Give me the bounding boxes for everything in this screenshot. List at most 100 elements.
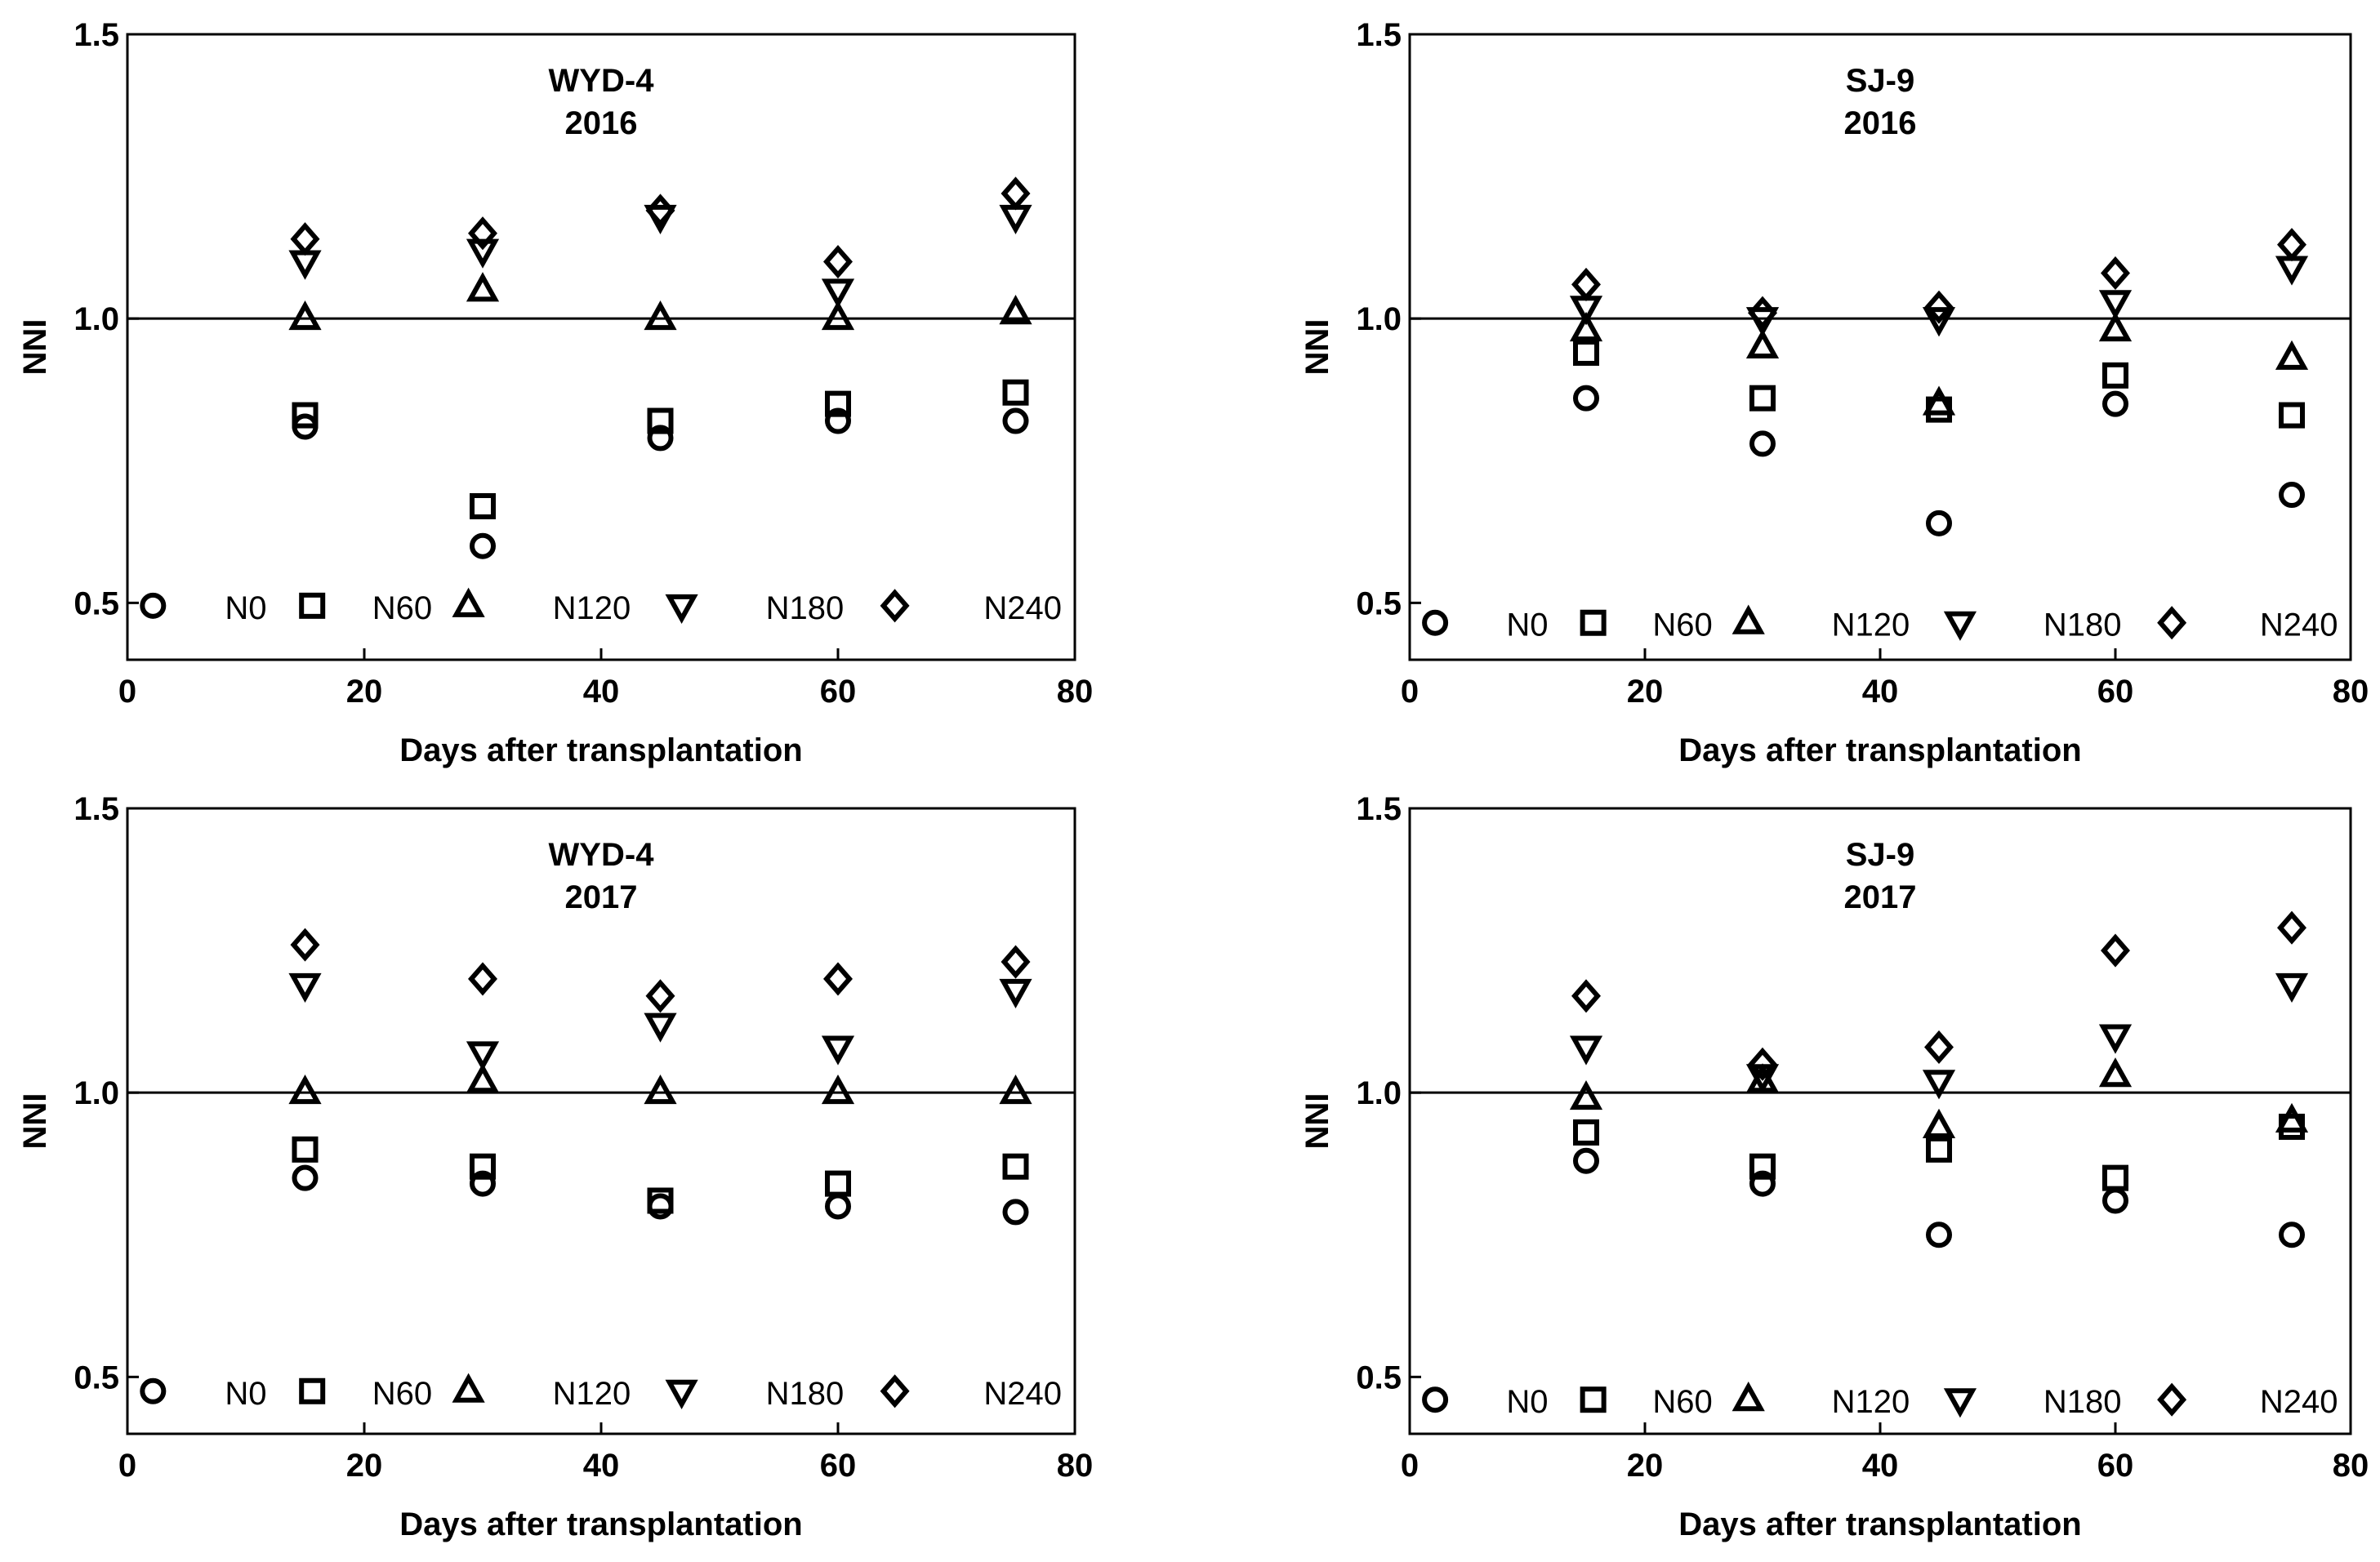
data-point-n180	[2275, 256, 2309, 286]
x-tick-label: 80	[1057, 1448, 1094, 1484]
y-tick-label: 1.0	[74, 1075, 119, 1111]
panel-title-cultivar: WYD-4	[549, 837, 655, 873]
data-point-n180	[1922, 1070, 1956, 1100]
data-point-n240	[2277, 228, 2306, 262]
legend-marker-n0	[140, 592, 167, 619]
data-point-n0	[292, 1164, 319, 1191]
data-point-n60	[1573, 1119, 1599, 1146]
data-point-n120	[1745, 328, 1780, 358]
data-point-n60	[470, 492, 496, 519]
data-point-n60	[1926, 1136, 1952, 1163]
data-point-n0	[2102, 1187, 2128, 1214]
legend-marker-n0	[140, 1377, 167, 1404]
legend-marker-n180	[665, 594, 698, 625]
legend-label-n240: N240	[983, 1376, 1062, 1412]
data-point-n180	[288, 250, 322, 280]
series-n0	[1573, 385, 2305, 536]
data-point-n0	[825, 407, 851, 434]
data-point-n60	[1749, 385, 1776, 412]
data-point-n120	[999, 1075, 1032, 1105]
x-tick-label: 60	[820, 1448, 857, 1484]
data-point-n240	[2277, 910, 2306, 945]
data-point-n180	[999, 204, 1032, 235]
data-point-n60	[2102, 1164, 2128, 1191]
data-point-n240	[2101, 256, 2130, 291]
data-point-n60	[292, 402, 319, 429]
data-point-n120	[2275, 1102, 2309, 1133]
data-point-n240	[2101, 933, 2130, 968]
legend-label-n180: N180	[766, 590, 845, 626]
data-point-n0	[1749, 430, 1776, 457]
data-point-n0	[1926, 510, 1952, 536]
series-n0	[1573, 1147, 2305, 1248]
x-axis-title: Days after transplantation	[399, 1506, 802, 1542]
series-n240	[290, 176, 1031, 279]
data-point-n180	[1745, 1064, 1780, 1094]
chart-panel-2: 0 20 40 60 80 0.5 1.0 1.5 Days after transplanta…	[1299, 17, 2369, 768]
data-point-n180	[1569, 296, 1603, 326]
panel-title-cultivar: WYD-4	[549, 63, 655, 99]
x-tick-label: 20	[346, 674, 383, 710]
x-tick-label: 40	[583, 674, 620, 710]
legend-label-n0: N0	[225, 590, 266, 626]
legend-label-n120: N120	[1832, 607, 1910, 643]
data-point-n240	[823, 244, 853, 279]
data-point-n120	[288, 1075, 322, 1105]
y-tick-label: 0.5	[74, 585, 119, 621]
legend-marker-n180	[1943, 1388, 1977, 1418]
data-point-n180	[821, 1035, 855, 1066]
x-tick-label: 0	[118, 674, 136, 710]
legend-marker-n240	[880, 589, 910, 623]
data-point-n120	[1569, 1079, 1603, 1110]
panel-title-year: 2017	[565, 879, 638, 915]
y-tick-label: 0.5	[74, 1360, 119, 1395]
series-n0	[292, 1164, 1029, 1226]
data-point-n240	[1571, 979, 1601, 1013]
data-point-n240	[290, 928, 320, 962]
data-point-n180	[466, 238, 500, 269]
data-point-n180	[466, 1041, 500, 1071]
data-point-n120	[1922, 1108, 1956, 1138]
x-axis-title: Days after transplantation	[1678, 1506, 2081, 1542]
x-tick-label: 20	[346, 1448, 383, 1484]
data-point-n0	[470, 532, 496, 559]
series-n180	[1569, 972, 2309, 1100]
y-tick-label: 1.5	[74, 791, 119, 827]
legend-label-n60: N60	[372, 590, 432, 626]
data-point-n60	[2102, 362, 2128, 389]
data-point-n180	[644, 1012, 677, 1043]
data-point-n60	[1749, 1153, 1776, 1180]
series-n60	[292, 379, 1029, 519]
data-point-n0	[1573, 385, 1599, 412]
y-tick-label: 1.0	[74, 301, 119, 337]
data-point-n180	[2098, 290, 2133, 320]
data-point-n60	[1002, 379, 1029, 406]
data-point-n180	[999, 978, 1032, 1009]
data-point-n0	[470, 1170, 496, 1197]
legend-label-n180: N180	[2044, 607, 2122, 643]
legend-marker-n240	[880, 1374, 910, 1408]
legend-marker-n0	[1422, 1386, 1449, 1413]
x-tick-label: 80	[2333, 674, 2369, 710]
data-point-n0	[825, 1193, 851, 1220]
data-point-n180	[2275, 972, 2309, 1004]
legend-label-n60: N60	[372, 1376, 432, 1412]
legend-marker-n0	[1422, 609, 1449, 636]
y-tick-label: 1.0	[1356, 1075, 1402, 1111]
data-point-n120	[821, 300, 855, 331]
x-tick-label: 60	[2097, 1448, 2134, 1484]
data-point-n60	[470, 1153, 496, 1180]
x-tick-label: 0	[118, 1448, 136, 1484]
y-axis-title: NNI	[17, 1093, 53, 1150]
legend-marker-n60	[1580, 609, 1607, 636]
series-n240	[290, 928, 1031, 1013]
legend-label-n0: N0	[1506, 607, 1548, 643]
panel-title-year: 2017	[1844, 879, 1917, 915]
legend-label-n240: N240	[2260, 607, 2338, 643]
data-point-n180	[821, 278, 855, 309]
data-point-n240	[1924, 290, 1954, 324]
x-tick-label: 60	[2097, 674, 2134, 710]
legend-label-n120: N120	[1832, 1384, 1910, 1420]
legend-label-n0: N0	[1506, 1384, 1548, 1420]
data-point-n60	[647, 407, 674, 434]
